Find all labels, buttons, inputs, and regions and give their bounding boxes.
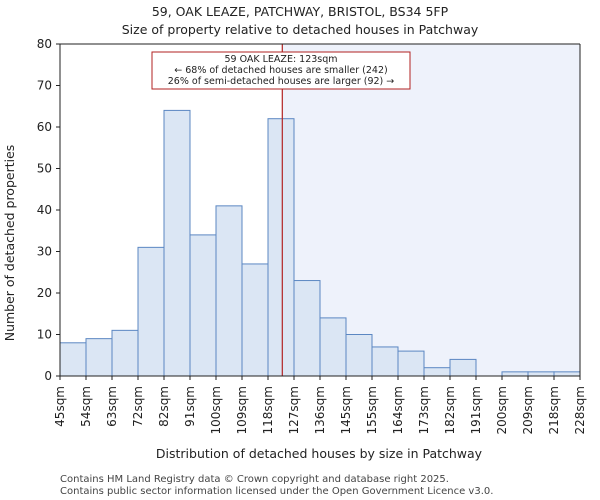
y-tick-label-70: 70 bbox=[37, 79, 52, 93]
x-tick-label-218sqm: 218sqm bbox=[547, 386, 561, 434]
y-tick-label-50: 50 bbox=[37, 162, 52, 176]
footer-line-2: Contains public sector information licen… bbox=[60, 486, 493, 497]
bar-72sqm bbox=[137, 246, 165, 377]
x-tick-label-127sqm: 127sqm bbox=[287, 386, 301, 434]
bar-200sqm bbox=[501, 371, 529, 377]
footer-line-1: Contains HM Land Registry data © Crown c… bbox=[60, 474, 449, 485]
y-tick-label-0: 0 bbox=[44, 369, 52, 383]
bar-45sqm bbox=[59, 342, 87, 377]
bar-164sqm bbox=[397, 350, 425, 377]
x-tick-label-109sqm: 109sqm bbox=[235, 386, 249, 434]
y-tick-label-10: 10 bbox=[37, 328, 52, 342]
annotation-line-3: 26% of semi-detached houses are larger (… bbox=[168, 76, 395, 87]
chart-subtitle: Size of property relative to detached ho… bbox=[122, 22, 479, 37]
bar-109sqm bbox=[241, 263, 269, 377]
y-tick-label-30: 30 bbox=[37, 245, 52, 259]
y-axis-label: Number of detached properties bbox=[2, 145, 17, 342]
x-tick-label-118sqm: 118sqm bbox=[261, 386, 275, 434]
x-tick-label-54sqm: 54sqm bbox=[79, 386, 93, 427]
chart-title: 59, OAK LEAZE, PATCHWAY, BRISTOL, BS34 5… bbox=[152, 4, 449, 19]
bar-155sqm bbox=[371, 346, 399, 377]
y-tick-label-60: 60 bbox=[37, 120, 52, 134]
bar-118sqm bbox=[267, 118, 295, 377]
x-tick-label-63sqm: 63sqm bbox=[105, 386, 119, 427]
x-tick-label-164sqm: 164sqm bbox=[391, 386, 405, 434]
x-tick-label-91sqm: 91sqm bbox=[183, 386, 197, 427]
bar-145sqm bbox=[345, 334, 373, 377]
annotation-line-2: ← 68% of detached houses are smaller (24… bbox=[174, 65, 387, 76]
annotation-line-1: 59 OAK LEAZE: 123sqm bbox=[224, 54, 337, 65]
bar-136sqm bbox=[319, 317, 347, 377]
bar-182sqm bbox=[449, 358, 477, 377]
x-tick-label-136sqm: 136sqm bbox=[313, 386, 327, 434]
x-tick-label-191sqm: 191sqm bbox=[469, 386, 483, 434]
x-tick-label-182sqm: 182sqm bbox=[443, 386, 457, 434]
x-tick-label-145sqm: 145sqm bbox=[339, 386, 353, 434]
x-axis-label: Distribution of detached houses by size … bbox=[156, 446, 483, 461]
y-tick-label-20: 20 bbox=[37, 286, 52, 300]
bar-173sqm bbox=[423, 367, 451, 377]
x-tick-label-72sqm: 72sqm bbox=[131, 386, 145, 427]
x-tick-label-209sqm: 209sqm bbox=[521, 386, 535, 434]
bar-218sqm bbox=[553, 371, 581, 377]
x-tick-label-155sqm: 155sqm bbox=[365, 386, 379, 434]
x-tick-label-200sqm: 200sqm bbox=[495, 386, 509, 434]
bar-127sqm bbox=[293, 280, 321, 377]
annotation-box bbox=[151, 51, 411, 90]
x-tick-label-100sqm: 100sqm bbox=[209, 386, 223, 434]
x-tick-label-173sqm: 173sqm bbox=[417, 386, 431, 434]
bar-82sqm bbox=[163, 109, 191, 377]
bar-54sqm bbox=[85, 338, 113, 377]
y-tick-label-40: 40 bbox=[37, 203, 52, 217]
y-tick-label-80: 80 bbox=[37, 37, 52, 51]
x-tick-label-45sqm: 45sqm bbox=[53, 386, 67, 427]
x-tick-label-228sqm: 228sqm bbox=[573, 386, 587, 434]
x-tick-label-82sqm: 82sqm bbox=[157, 386, 171, 427]
bar-63sqm bbox=[111, 329, 139, 377]
bar-209sqm bbox=[527, 371, 555, 377]
bar-100sqm bbox=[215, 205, 243, 377]
bar-91sqm bbox=[189, 234, 217, 377]
